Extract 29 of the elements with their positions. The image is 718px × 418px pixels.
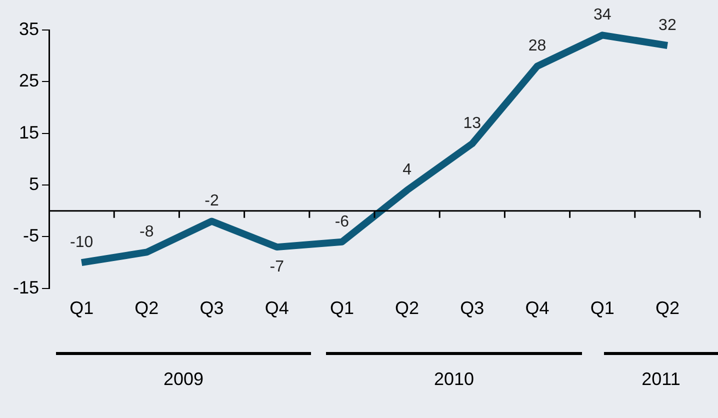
data-label: 13 (463, 115, 482, 132)
data-label: 32 (658, 16, 676, 34)
x-tick-label: Q4 (525, 298, 550, 318)
y-tick-label: -5 (23, 226, 40, 246)
text: 2010 (326, 352, 582, 390)
y-tick-label: 25 (18, 70, 40, 91)
text: 2009 (56, 352, 311, 390)
x-tick-label: Q1 (330, 298, 354, 318)
data-label: 34 (593, 6, 612, 24)
x-tick-label: Q3 (200, 298, 224, 318)
data-label: -6 (334, 213, 350, 230)
data-label: 28 (528, 38, 546, 55)
x-tick-label: Q3 (460, 298, 484, 318)
x-tick-label: Q1 (70, 298, 94, 318)
data-label: -7 (270, 258, 284, 276)
y-tick-label: 5 (29, 174, 40, 194)
x-tick-label: Q2 (134, 298, 159, 318)
data-label: 4 (402, 162, 412, 179)
y-tick-label: 15 (18, 122, 40, 142)
text: 2011 (604, 352, 718, 390)
x-tick-label: Q2 (655, 298, 680, 318)
data-label: -8 (140, 224, 154, 241)
data-label: -10 (70, 234, 94, 251)
data-label: -2 (204, 192, 219, 210)
y-tick-label: 35 (18, 18, 40, 39)
y-tick-label: -15 (13, 277, 40, 298)
x-tick-label: Q4 (264, 298, 289, 318)
x-tick-label: Q1 (590, 298, 614, 318)
x-tick-label: Q2 (395, 298, 420, 318)
